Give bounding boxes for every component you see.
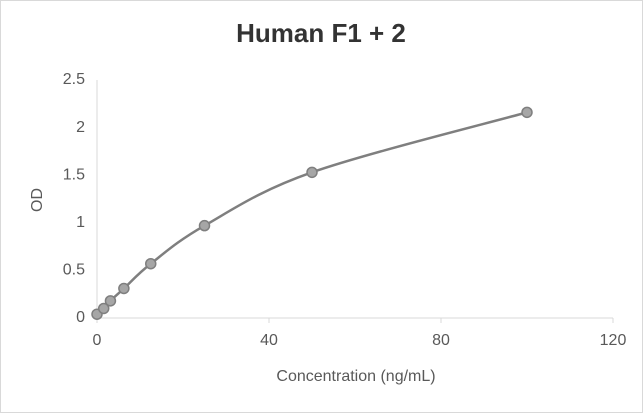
y-axis-label: OD xyxy=(29,188,46,212)
data-point xyxy=(521,106,533,119)
x-tick-label: 120 xyxy=(600,332,627,349)
data-point xyxy=(104,295,117,307)
data-point xyxy=(145,257,157,270)
x-tick-label: 80 xyxy=(432,332,450,349)
data-point xyxy=(306,166,318,179)
x-tick-label: 0 xyxy=(93,332,102,349)
y-tick-label: 2.5 xyxy=(63,71,85,88)
data-point xyxy=(118,282,130,295)
y-tick-label: 1 xyxy=(76,214,85,231)
x-tick-label: 40 xyxy=(260,332,278,349)
chart-title: Human F1 + 2 xyxy=(236,18,406,48)
data-point xyxy=(97,302,110,315)
x-axis-label: Concentration (ng/mL) xyxy=(276,368,435,385)
y-tick-label: 0.5 xyxy=(63,262,85,279)
y-tick-label: 0 xyxy=(76,309,85,326)
y-tick-label: 1.5 xyxy=(63,166,85,183)
y-tick-label: 2 xyxy=(76,119,85,136)
data-point xyxy=(198,219,211,232)
